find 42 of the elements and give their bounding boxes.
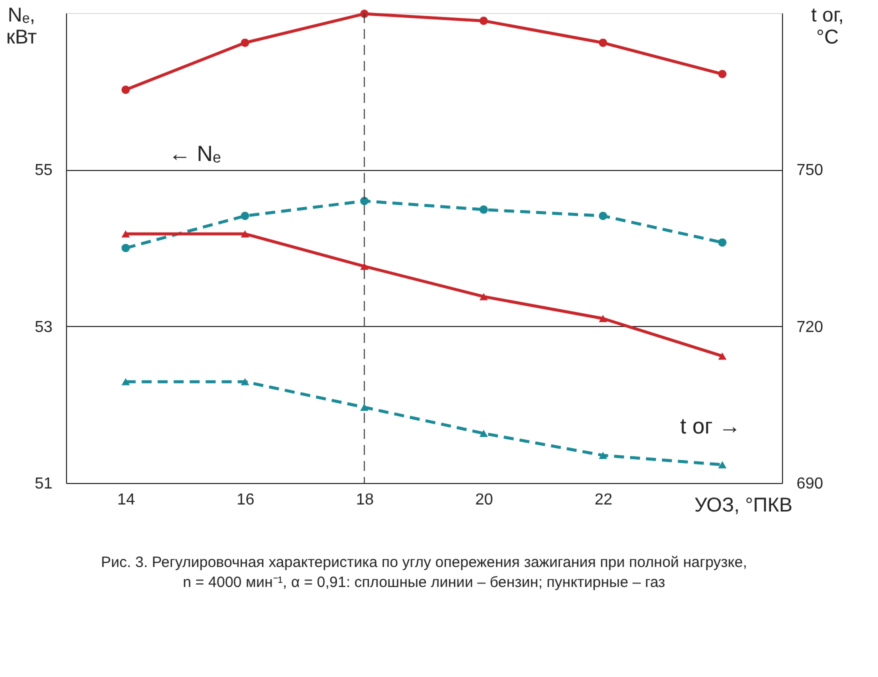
y-tick-label: 55 xyxy=(34,162,53,180)
point xyxy=(121,378,130,386)
point xyxy=(718,70,727,78)
point xyxy=(121,244,130,252)
x-tick-label: 14 xyxy=(117,492,136,508)
y2-tick-label: 750 xyxy=(796,162,824,180)
point xyxy=(240,212,250,220)
text: Рис. 3. Регулировочная характеристика по углу опережения зажигания при полной нагрузке, xyxy=(101,554,747,571)
annotation: t ог → xyxy=(680,414,741,439)
x-axis-title: УОЗ, °ПКВ xyxy=(694,494,792,516)
y2-tick-label: 720 xyxy=(796,318,824,336)
point xyxy=(598,38,608,47)
point xyxy=(479,292,488,300)
y2-axis-title: t ог, °C xyxy=(811,4,844,48)
point xyxy=(240,230,250,238)
point xyxy=(121,230,130,238)
y2-tick-label: 690 xyxy=(796,476,824,492)
y-tick-label: 53 xyxy=(34,318,53,336)
x-tick-label: 20 xyxy=(475,492,494,508)
point xyxy=(360,404,369,411)
point xyxy=(121,86,130,94)
point xyxy=(598,452,608,459)
point xyxy=(240,38,250,47)
annotation: ← Nₑ xyxy=(168,141,221,166)
x-tick-label: 16 xyxy=(236,492,254,508)
y-axis-title: Nₑ, кВт xyxy=(6,4,37,48)
point xyxy=(718,238,727,247)
point xyxy=(598,212,608,220)
point xyxy=(360,10,369,18)
y-tick-label: 51 xyxy=(34,476,53,492)
point xyxy=(360,262,369,270)
point xyxy=(360,196,369,206)
x-tick-label: 18 xyxy=(356,492,374,508)
point xyxy=(718,352,727,360)
text: n = 4000 мин⁻¹, α = 0,91: сплошные линии – бензин; пунктирные – газ xyxy=(182,574,666,591)
point xyxy=(240,378,250,386)
point xyxy=(479,16,488,26)
point xyxy=(718,461,727,468)
point xyxy=(598,314,608,322)
x-tick-label: 22 xyxy=(594,492,612,508)
point xyxy=(479,430,488,438)
point xyxy=(479,205,488,214)
